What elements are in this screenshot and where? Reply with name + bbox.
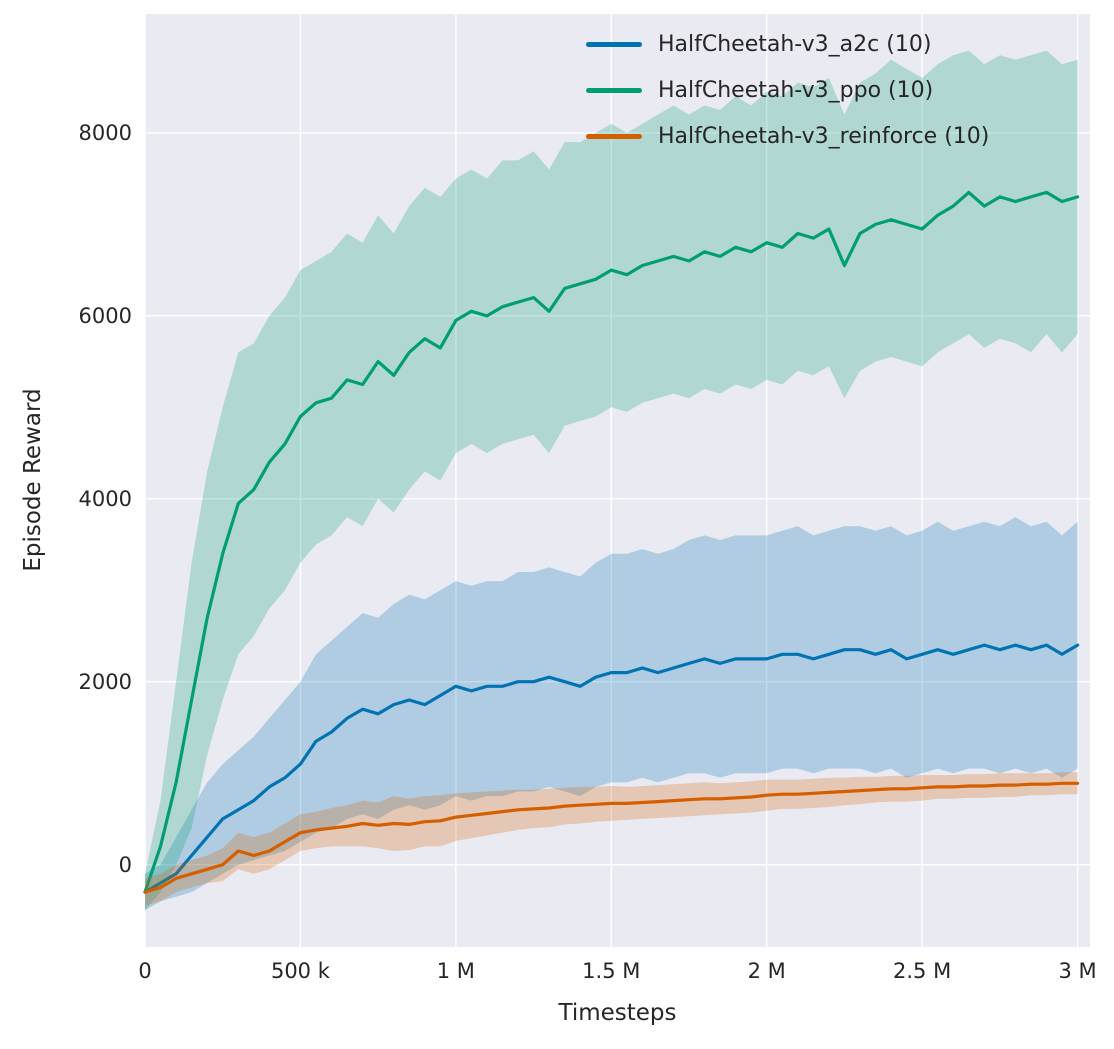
y-axis-label: Episode Reward xyxy=(20,388,46,572)
line-series-0 xyxy=(143,643,1080,894)
x-tick-label: 1 M xyxy=(436,959,475,983)
x-tick-label: 1.5 M xyxy=(582,959,641,983)
y-tick-label: 8000 xyxy=(78,120,132,145)
x-tick-label: 2 M xyxy=(747,959,786,983)
legend-swatch-ppo xyxy=(586,87,642,93)
band-series-2 xyxy=(145,772,1078,906)
legend-item-reinforce: HalfCheetah-v3_reinforce (10) xyxy=(586,118,989,154)
legend-swatch-a2c xyxy=(586,41,642,47)
legend-label-a2c: HalfCheetah-v3_a2c (10) xyxy=(658,31,932,57)
legend: HalfCheetah-v3_a2c (10) HalfCheetah-v3_p… xyxy=(586,26,989,154)
legend-item-a2c: HalfCheetah-v3_a2c (10) xyxy=(586,26,989,62)
line-series-2 xyxy=(143,781,1080,894)
legend-item-ppo: HalfCheetah-v3_ppo (10) xyxy=(586,72,989,108)
legend-swatch-reinforce xyxy=(586,133,642,139)
legend-label-ppo: HalfCheetah-v3_ppo (10) xyxy=(658,77,934,103)
x-tick-label: 0 xyxy=(138,959,152,983)
y-tick-label: 4000 xyxy=(78,486,132,511)
x-tick-label: 2.5 M xyxy=(893,959,952,983)
y-tick-label: 0 xyxy=(118,852,132,877)
y-tick-label: 6000 xyxy=(78,303,132,328)
x-tick-label: 3 M xyxy=(1058,959,1097,983)
legend-label-reinforce: HalfCheetah-v3_reinforce (10) xyxy=(658,123,990,149)
y-tick-label: 2000 xyxy=(78,669,132,694)
plot-area xyxy=(145,14,1090,947)
x-tick-label: 500 k xyxy=(270,959,330,983)
band-series-0 xyxy=(145,517,1078,911)
line-series-1 xyxy=(143,190,1080,894)
x-axis-label: Timesteps xyxy=(558,1000,677,1026)
